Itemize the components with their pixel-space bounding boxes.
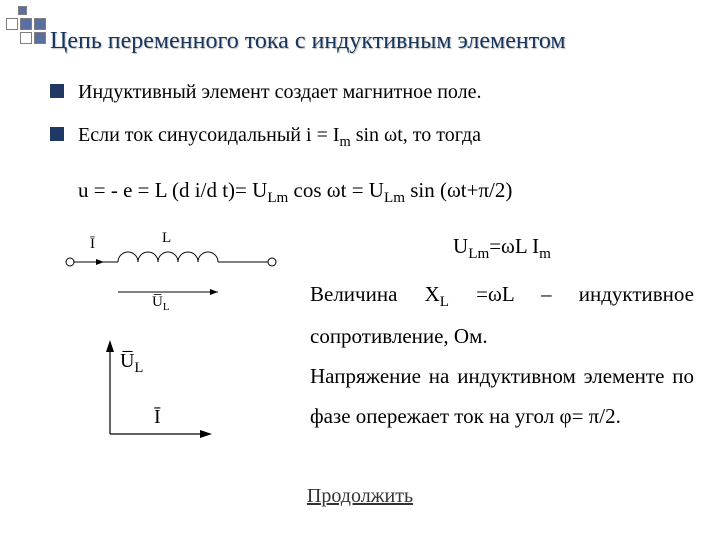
- bullet-text: Индуктивный элемент создает магнитное по…: [78, 78, 482, 107]
- label-I-phasor: Ī: [154, 406, 161, 429]
- label-I: Ī: [90, 236, 95, 253]
- formula-XL: Величина XL =ωL – индуктивное сопротивле…: [310, 275, 694, 357]
- slide-title: Цепь переменного тока с индуктивным элем…: [50, 28, 700, 55]
- formula-ULm: ULm=ωL Im: [310, 227, 694, 269]
- phasor-diagram: U̅L Ī: [92, 330, 242, 460]
- main-equation: u = - e = L (d i/d t)= ULm cos ωt = ULm …: [78, 178, 690, 207]
- phase-text: Напряжение на индуктивном элементе по фа…: [310, 357, 694, 437]
- bullet-text: Если ток синусоидальный i = Im sin ωt, т…: [78, 121, 481, 153]
- continue-link-wrap: Продолжить: [0, 485, 720, 508]
- continue-link[interactable]: Продолжить: [307, 485, 413, 507]
- label-L: L: [162, 230, 171, 247]
- bullet-item: Индуктивный элемент создает магнитное по…: [50, 78, 690, 107]
- bullet-list: Индуктивный элемент создает магнитное по…: [50, 78, 690, 167]
- right-text-block: ULm=ωL Im Величина XL =ωL – индуктивное …: [310, 227, 694, 437]
- label-UL: U̅L: [152, 294, 169, 313]
- bullet-marker-icon: [50, 84, 64, 98]
- bullet-item: Если ток синусоидальный i = Im sin ωt, т…: [50, 121, 690, 153]
- label-UL-phasor: U̅L: [120, 350, 143, 377]
- bullet-marker-icon: [50, 127, 64, 141]
